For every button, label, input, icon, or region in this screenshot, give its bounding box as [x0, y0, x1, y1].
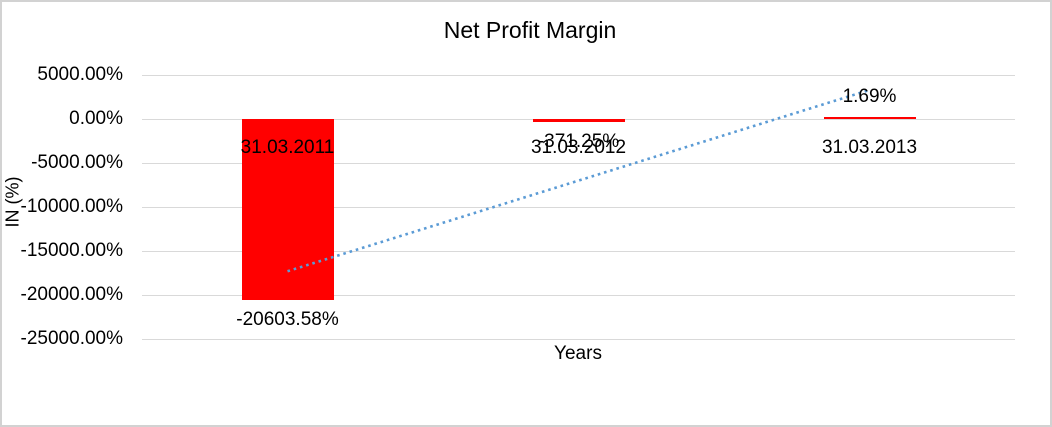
gridline [142, 295, 1015, 296]
gridline [142, 339, 1015, 340]
data-label: -371.25% [537, 131, 620, 153]
y-tick-label: -15000.00% [20, 240, 123, 261]
category-label: 31.03.2011 [240, 136, 335, 158]
category-label: 31.03.2013 [821, 136, 918, 158]
chart-title: Net Profit Margin [443, 17, 617, 43]
data-label: -20603.58% [236, 309, 339, 331]
category-label: 31.03.2012 [530, 136, 627, 158]
y-tick-label: -10000.00% [20, 196, 123, 217]
y-tick-label: -25000.00% [20, 328, 123, 349]
data-label: 1.69% [842, 86, 897, 107]
y-tick-label: -20000.00% [20, 284, 123, 305]
x-axis-title: Years [554, 343, 602, 364]
y-tick-label: -5000.00% [31, 152, 123, 173]
y-tick-label: 0.00% [69, 108, 123, 129]
gridline [142, 75, 1015, 76]
y-tick-label: 5000.00% [37, 64, 123, 85]
